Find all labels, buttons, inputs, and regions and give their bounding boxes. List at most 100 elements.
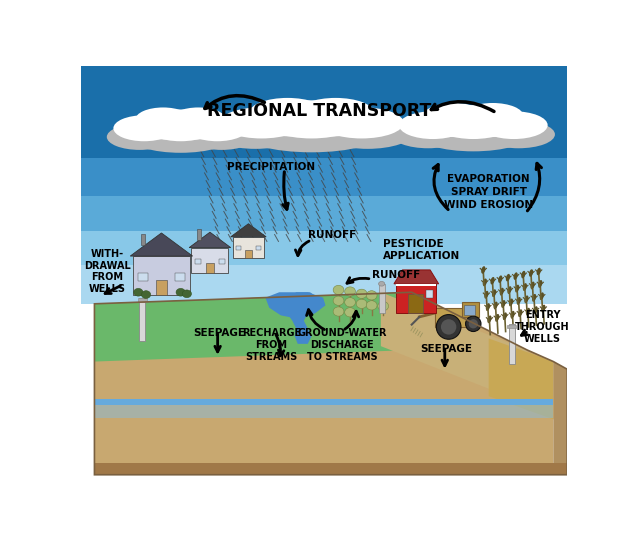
Ellipse shape (404, 119, 542, 137)
Polygon shape (265, 292, 325, 319)
Ellipse shape (507, 286, 511, 294)
Ellipse shape (480, 111, 548, 139)
Text: ENTRY
THROUGH
WELLS: ENTRY THROUGH WELLS (515, 310, 570, 344)
Text: SEEPAGE: SEEPAGE (420, 344, 472, 354)
Ellipse shape (530, 282, 535, 289)
Bar (81, 265, 568, 304)
Ellipse shape (333, 296, 344, 305)
Ellipse shape (298, 98, 374, 127)
Bar (435, 307, 477, 327)
Ellipse shape (186, 115, 248, 141)
Polygon shape (394, 270, 439, 284)
Ellipse shape (241, 114, 382, 152)
Ellipse shape (107, 124, 173, 150)
Ellipse shape (333, 285, 344, 295)
Ellipse shape (506, 274, 510, 282)
Ellipse shape (219, 107, 303, 138)
Polygon shape (489, 339, 554, 419)
Bar (233, 237, 264, 257)
Bar (425, 290, 434, 298)
Bar (554, 463, 568, 475)
Ellipse shape (182, 290, 191, 298)
Text: RUNOFF: RUNOFF (372, 270, 420, 279)
Ellipse shape (484, 291, 489, 298)
Ellipse shape (462, 103, 523, 129)
Ellipse shape (495, 314, 499, 321)
Ellipse shape (532, 294, 536, 301)
Bar (219, 259, 225, 264)
Polygon shape (130, 233, 193, 256)
Text: PESTICIDE
APPLICATION: PESTICIDE APPLICATION (383, 239, 461, 261)
Ellipse shape (538, 280, 542, 288)
Ellipse shape (367, 291, 377, 300)
Ellipse shape (526, 308, 530, 315)
Text: SEEPAGE: SEEPAGE (193, 328, 245, 338)
Polygon shape (554, 362, 568, 473)
Ellipse shape (113, 115, 175, 141)
Ellipse shape (490, 277, 495, 284)
Bar (195, 259, 201, 264)
Bar (197, 229, 201, 240)
Ellipse shape (494, 301, 498, 309)
Bar (94, 463, 568, 475)
Ellipse shape (498, 276, 502, 283)
Bar (133, 256, 190, 295)
Ellipse shape (142, 291, 150, 299)
Ellipse shape (540, 293, 544, 300)
Text: PRECIPITATION: PRECIPITATION (228, 162, 315, 172)
Text: WITH-
DRAWAL
FROM
WELLS: WITH- DRAWAL FROM WELLS (84, 249, 131, 294)
Bar (396, 284, 436, 313)
Text: RUNOFF: RUNOFF (308, 229, 356, 239)
Ellipse shape (486, 303, 490, 311)
Bar (175, 273, 185, 281)
Ellipse shape (518, 309, 523, 317)
Polygon shape (94, 292, 411, 362)
Ellipse shape (119, 122, 243, 140)
Ellipse shape (529, 269, 533, 277)
Polygon shape (381, 292, 527, 404)
Text: REGIONAL TRANSPORT: REGIONAL TRANSPORT (207, 102, 432, 120)
Polygon shape (287, 292, 318, 344)
Ellipse shape (322, 117, 413, 149)
Ellipse shape (521, 271, 525, 278)
Ellipse shape (533, 306, 538, 313)
Ellipse shape (483, 278, 487, 286)
Ellipse shape (515, 285, 520, 292)
Circle shape (436, 315, 461, 339)
Bar (256, 246, 261, 250)
Polygon shape (489, 339, 554, 419)
Ellipse shape (482, 121, 555, 148)
Bar (245, 250, 252, 257)
Circle shape (469, 319, 478, 328)
Ellipse shape (171, 108, 226, 132)
Bar (155, 280, 167, 295)
Bar (408, 294, 423, 313)
Bar (81, 196, 568, 231)
Ellipse shape (320, 107, 404, 138)
Bar (462, 301, 478, 317)
Bar (509, 324, 515, 364)
Polygon shape (94, 292, 411, 362)
Polygon shape (189, 232, 231, 248)
Bar (81, 158, 568, 196)
Ellipse shape (130, 121, 232, 153)
Bar (81, 231, 568, 265)
Bar (379, 284, 385, 313)
Ellipse shape (500, 288, 504, 295)
Bar (206, 264, 214, 273)
Polygon shape (381, 292, 527, 404)
Ellipse shape (416, 117, 530, 152)
Ellipse shape (511, 311, 514, 318)
Ellipse shape (509, 299, 513, 306)
Ellipse shape (344, 298, 355, 307)
Bar (94, 406, 554, 418)
Bar (94, 399, 554, 406)
Ellipse shape (379, 282, 385, 286)
Ellipse shape (501, 300, 506, 307)
Ellipse shape (356, 289, 367, 299)
Ellipse shape (378, 301, 389, 311)
Ellipse shape (487, 316, 492, 323)
Ellipse shape (344, 307, 355, 317)
Ellipse shape (523, 283, 527, 290)
Ellipse shape (392, 121, 465, 148)
